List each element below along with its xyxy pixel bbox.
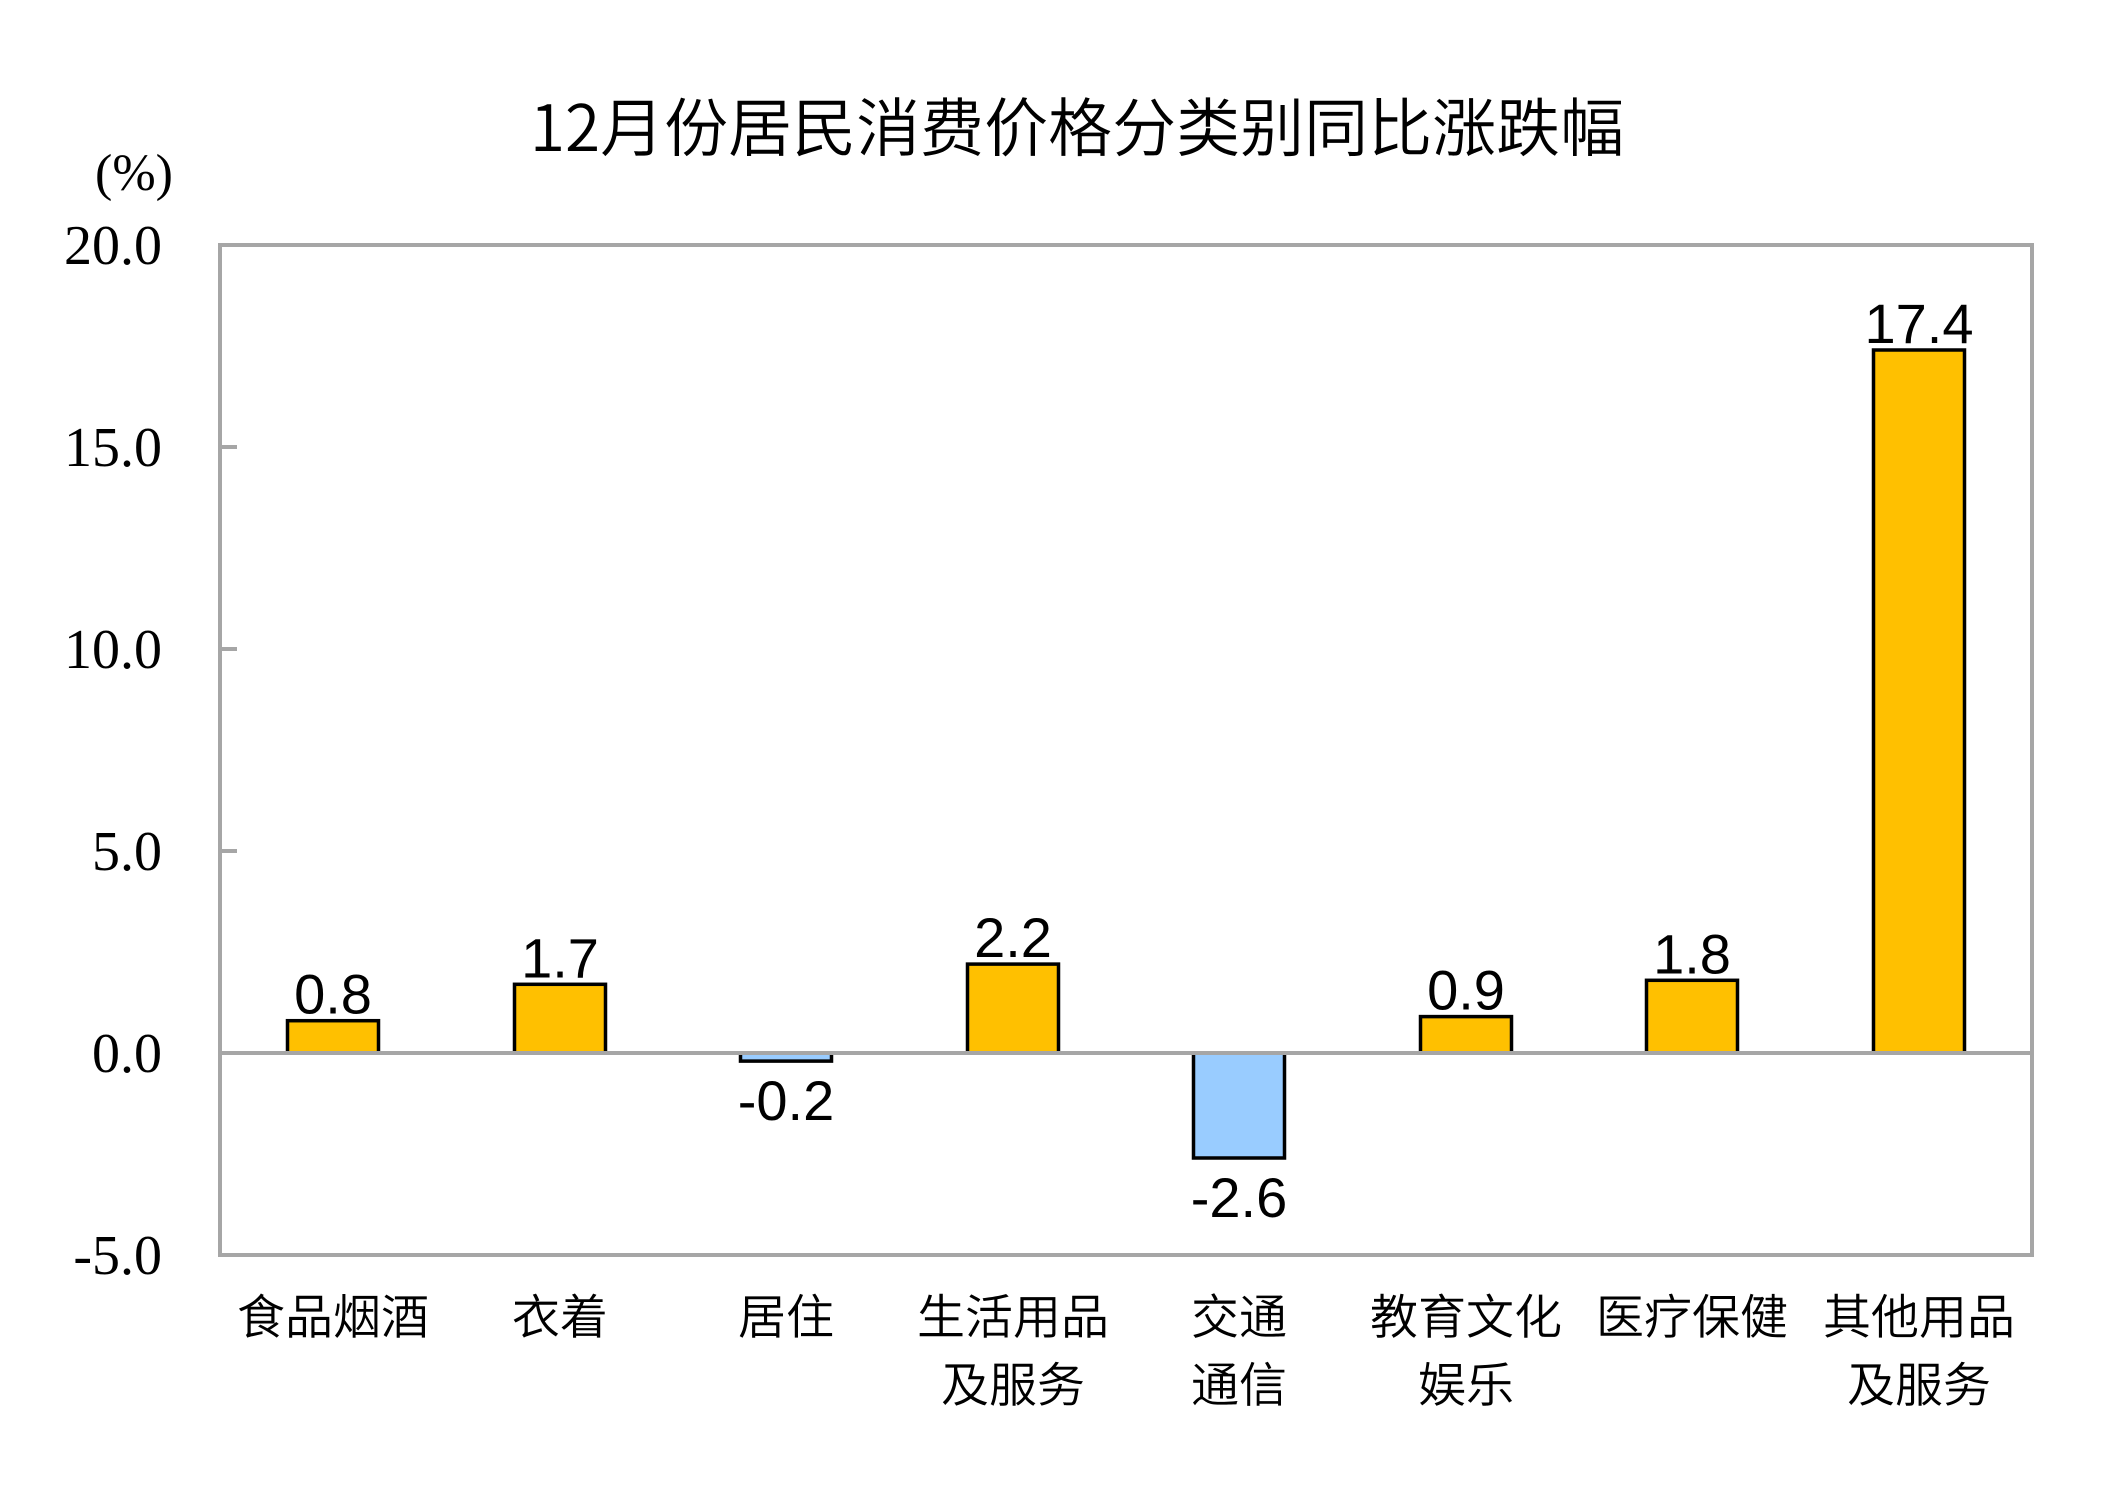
- svg-text:10.0: 10.0: [64, 619, 162, 681]
- svg-text:0.8: 0.8: [294, 963, 372, 1026]
- svg-text:2.2: 2.2: [974, 906, 1052, 969]
- svg-text:17.4: 17.4: [1865, 292, 1974, 355]
- svg-text:15.0: 15.0: [64, 417, 162, 479]
- svg-text:5.0: 5.0: [92, 821, 162, 883]
- svg-text:0.9: 0.9: [1427, 959, 1505, 1022]
- svg-text:-5.0: -5.0: [73, 1225, 162, 1287]
- svg-text:1.7: 1.7: [521, 926, 599, 989]
- svg-text:1.8: 1.8: [1653, 922, 1731, 985]
- svg-text:20.0: 20.0: [64, 215, 162, 277]
- svg-text:0.0: 0.0: [92, 1023, 162, 1085]
- svg-text:(%): (%): [95, 145, 173, 202]
- svg-text:-2.6: -2.6: [1191, 1166, 1288, 1229]
- svg-text:-0.2: -0.2: [738, 1069, 835, 1132]
